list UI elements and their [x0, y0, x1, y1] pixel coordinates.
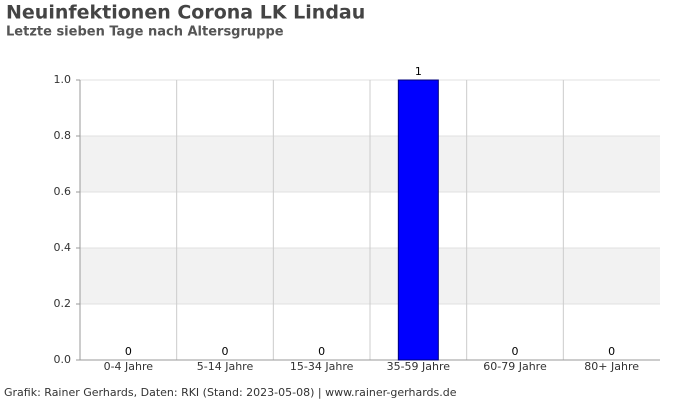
chart-subtitle: Letzte sieben Tage nach Altersgruppe	[6, 25, 284, 40]
x-tick-label: 80+ Jahre	[584, 360, 639, 373]
value-label: 0	[222, 345, 229, 358]
bar	[397, 79, 439, 361]
y-tick-label: 0.4	[54, 241, 72, 254]
plot-background	[80, 79, 660, 361]
value-label: 0	[125, 345, 132, 358]
x-tick-label: 60-79 Jahre	[483, 360, 547, 373]
y-tick-label: 0.6	[54, 185, 72, 198]
y-tick-label: 0.0	[54, 353, 72, 366]
x-tick-label: 0-4 Jahre	[104, 360, 154, 373]
value-label: 0	[318, 345, 325, 358]
x-tick-label: 15-34 Jahre	[290, 360, 354, 373]
y-tick-label: 1.0	[54, 73, 72, 86]
y-tick-label: 0.2	[54, 297, 72, 310]
chart-title: Neuinfektionen Corona LK Lindau	[6, 2, 365, 24]
caption: Grafik: Rainer Gerhards, Daten: RKI (Sta…	[4, 386, 457, 399]
value-label: 0	[512, 345, 519, 358]
y-tick-label: 0.8	[54, 129, 72, 142]
x-tick-label: 5-14 Jahre	[197, 360, 254, 373]
value-label: 0	[608, 345, 615, 358]
value-label: 1	[415, 65, 422, 78]
x-tick-label: 35-59 Jahre	[387, 360, 451, 373]
